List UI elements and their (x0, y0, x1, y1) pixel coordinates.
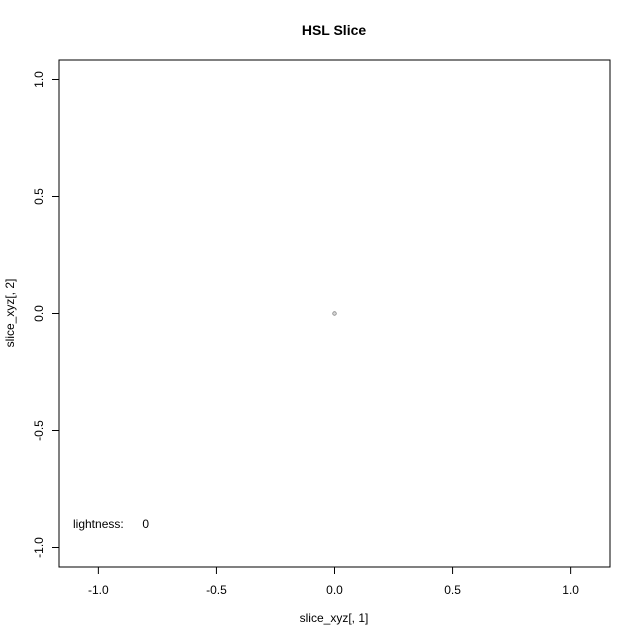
annotation-label: lightness: (73, 517, 124, 531)
annotation-value: 0 (142, 517, 149, 531)
x-tick-label: -1.0 (88, 583, 109, 597)
x-axis: -1.0 -0.5 0.0 0.5 1.0 (88, 566, 579, 597)
y-tick-label: 0.5 (32, 188, 46, 205)
chart-title: HSL Slice (302, 22, 367, 38)
data-point (332, 311, 337, 316)
y-tick-label: 1.0 (32, 71, 46, 88)
x-tick-label: 1.0 (562, 583, 579, 597)
x-tick-label: 0.0 (326, 583, 343, 597)
x-tick-label: -0.5 (206, 583, 227, 597)
y-tick-label: -0.5 (32, 420, 46, 441)
y-tick-label: 0.0 (32, 305, 46, 322)
y-tick-label: -1.0 (32, 537, 46, 558)
y-axis-label: slice_xyz[, 2] (3, 279, 17, 348)
data-points (332, 311, 337, 316)
y-axis: -1.0 -0.5 0.0 0.5 1.0 (32, 71, 60, 558)
x-axis-label: slice_xyz[, 1] (300, 611, 369, 625)
x-tick-label: 0.5 (444, 583, 461, 597)
lightness-annotation: lightness: 0 (73, 517, 149, 531)
